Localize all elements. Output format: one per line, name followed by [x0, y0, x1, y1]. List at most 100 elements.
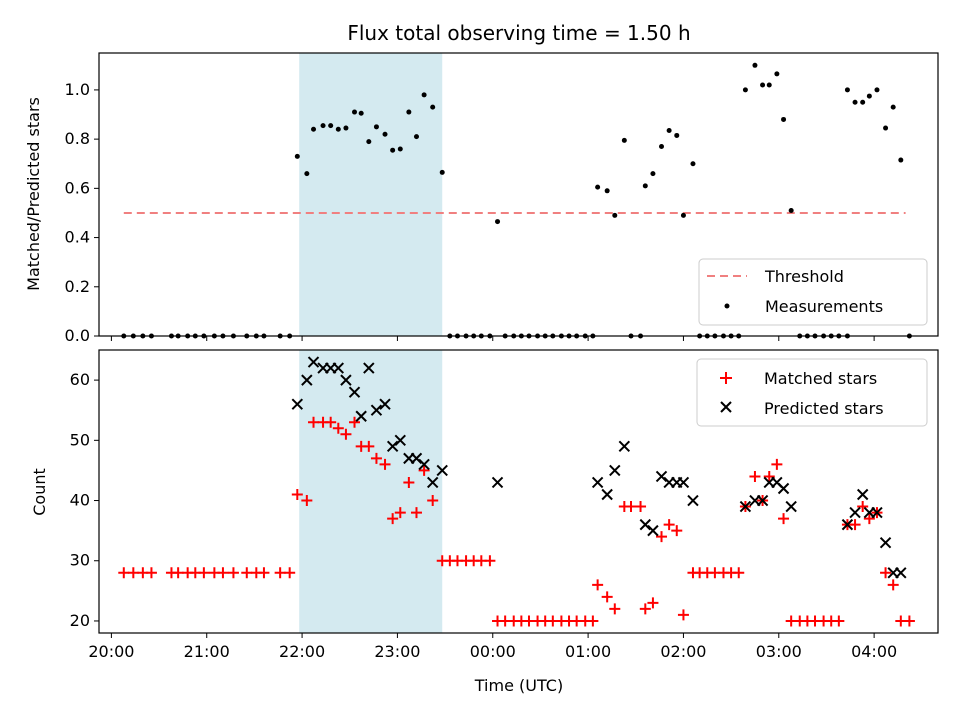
legend-threshold-label: Threshold: [764, 267, 844, 286]
x-tick-label: 04:00: [851, 642, 897, 661]
predicted-star-point: [386, 440, 399, 453]
predicted-star-point: [777, 482, 790, 495]
top-x-ticks: [110, 336, 875, 341]
y-tick-label: 0.6: [65, 178, 90, 197]
predicted-star-point: [756, 494, 769, 507]
matched-star-point: [379, 458, 391, 470]
measurement-point: [874, 87, 880, 93]
matched-star-point: [227, 567, 239, 579]
matched-star-point: [771, 458, 783, 470]
measurement-point: [860, 99, 866, 105]
bottom-legend: Matched stars Predicted stars: [696, 358, 928, 427]
measurement-point: [742, 87, 748, 93]
matched-star-point: [778, 513, 790, 525]
y-tick-label: 0.8: [65, 129, 90, 148]
x-tick-label: 21:00: [184, 642, 230, 661]
measurement-point: [439, 169, 445, 175]
matched-star-point: [274, 567, 286, 579]
predicted-star-point: [639, 518, 652, 531]
measurement-point: [358, 110, 364, 116]
y-tick-label: 20: [70, 611, 90, 630]
measurement-point: [621, 137, 627, 143]
predicted-star-point: [785, 500, 797, 513]
predicted-star-point: [307, 356, 320, 368]
matched-star-point: [635, 501, 647, 513]
predicted-star-point: [291, 398, 304, 410]
matched-star-point: [427, 495, 439, 507]
measurement-point: [320, 123, 326, 129]
matched-star-point: [325, 416, 337, 428]
measurement-point: [335, 126, 341, 132]
measurement-point: [883, 125, 889, 131]
measurement-point: [642, 183, 648, 189]
measurement-point: [890, 104, 896, 110]
matched-star-point: [241, 567, 253, 579]
bottom-highlight-span: [299, 350, 443, 633]
predicted-star-point: [601, 488, 613, 501]
predicted-star-point: [363, 362, 375, 374]
predicted-star-point: [591, 476, 604, 489]
predicted-star-point: [370, 404, 383, 416]
matched-star-point: [410, 507, 422, 519]
matched-star-point: [880, 567, 892, 579]
top-axes-frame: [98, 52, 939, 337]
top-legend: Threshold Measurements: [698, 258, 928, 326]
measurement-point: [752, 62, 758, 68]
predicted-star-point: [348, 386, 361, 398]
predicted-star-point: [856, 488, 869, 501]
predicted-star-point: [301, 374, 313, 386]
measurement-point: [294, 153, 300, 159]
measurement-point: [666, 128, 672, 134]
matched-star-point: [592, 579, 604, 591]
legend-predicted-swatch: [720, 401, 732, 413]
predicted-star-point: [647, 524, 659, 537]
measurement-point: [760, 82, 766, 88]
matched-star-point: [145, 567, 157, 579]
predicted-star-point: [879, 536, 892, 549]
bottom-x-ticks: 20:00 21:00 22:00 23:00 00:00 01:00 02:00 03:00…: [88, 633, 897, 661]
y-tick-label: 60: [70, 370, 90, 389]
matched-star-point: [639, 603, 651, 615]
measurement-point: [612, 212, 618, 218]
predicted-star-point: [394, 434, 406, 447]
x-tick-label: 03:00: [756, 642, 802, 661]
legend-matched-label: Matched stars: [764, 369, 877, 388]
count-panel: 20 30 40 50 60 20:00 21:00 22:00 23:00 00:00 01:0…: [30, 349, 939, 695]
measurement-point: [328, 123, 334, 129]
x-tick-label: 20:00: [88, 642, 134, 661]
matched-star-point: [340, 428, 352, 440]
measurement-point: [304, 171, 310, 177]
matched-star-point: [749, 470, 761, 482]
matched-star-point: [677, 609, 689, 621]
measurement-point: [311, 126, 317, 132]
measurement-point: [397, 146, 403, 152]
y-tick-label: 50: [70, 430, 90, 449]
measurement-point: [898, 157, 904, 163]
matched-star-point: [849, 519, 861, 531]
measurement-point: [781, 116, 787, 122]
bottom-axes-frame: [98, 349, 939, 634]
measurement-point: [373, 124, 379, 130]
matched-star-point: [284, 567, 296, 579]
matched-star-point: [370, 452, 382, 464]
x-tick-label: 22:00: [279, 642, 325, 661]
matched-star-point: [484, 555, 496, 567]
predicted-stars-points: [291, 356, 907, 579]
matched-star-point: [363, 440, 375, 452]
measurement-point: [866, 93, 872, 99]
measurement-point: [421, 92, 427, 98]
y-tick-label: 30: [70, 551, 90, 570]
matched-star-point: [387, 513, 399, 525]
matched-star-point: [332, 422, 344, 434]
matched-star-point: [198, 567, 210, 579]
matched-star-point: [857, 501, 869, 513]
top-highlight-span: [299, 53, 443, 336]
measurement-point: [844, 87, 850, 93]
matched-star-point: [763, 470, 775, 482]
matched-star-point: [609, 603, 621, 615]
predicted-star-point: [340, 374, 352, 386]
y-tick-label: 0.2: [65, 277, 90, 296]
measurement-point: [604, 188, 610, 194]
x-tick-label: 02:00: [660, 642, 706, 661]
legend-measurements-swatch: [724, 303, 730, 309]
